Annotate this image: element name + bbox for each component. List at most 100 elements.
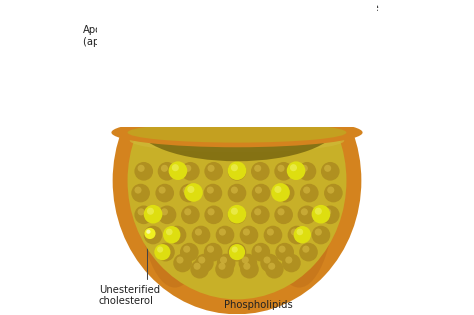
Circle shape <box>299 101 306 108</box>
Circle shape <box>230 83 238 91</box>
Ellipse shape <box>215 92 283 135</box>
Ellipse shape <box>111 118 363 147</box>
Circle shape <box>204 243 222 261</box>
Circle shape <box>217 254 236 272</box>
Circle shape <box>208 79 216 88</box>
Circle shape <box>216 226 234 244</box>
Circle shape <box>173 72 196 96</box>
Circle shape <box>301 165 308 172</box>
Circle shape <box>229 244 245 260</box>
Circle shape <box>230 59 250 79</box>
Circle shape <box>292 73 301 82</box>
Circle shape <box>313 101 329 117</box>
Circle shape <box>267 72 275 80</box>
Circle shape <box>137 208 145 215</box>
Circle shape <box>259 68 266 76</box>
Ellipse shape <box>157 133 166 140</box>
Ellipse shape <box>137 74 212 288</box>
Circle shape <box>178 100 197 118</box>
Circle shape <box>137 165 145 172</box>
Circle shape <box>248 77 257 85</box>
Text: Triglyceride: Triglyceride <box>315 3 379 50</box>
Circle shape <box>324 184 343 202</box>
Circle shape <box>163 226 181 243</box>
Circle shape <box>185 66 193 74</box>
Circle shape <box>204 205 223 224</box>
Circle shape <box>271 183 290 202</box>
Circle shape <box>191 226 210 244</box>
Circle shape <box>174 89 182 97</box>
Circle shape <box>210 60 216 66</box>
Circle shape <box>263 58 279 74</box>
Circle shape <box>292 79 301 88</box>
Circle shape <box>153 59 160 66</box>
Circle shape <box>237 72 244 78</box>
Circle shape <box>143 68 163 88</box>
Circle shape <box>302 68 310 76</box>
Ellipse shape <box>278 132 287 139</box>
Circle shape <box>144 98 163 117</box>
Circle shape <box>269 72 292 96</box>
Ellipse shape <box>128 62 346 299</box>
Circle shape <box>220 256 227 264</box>
Circle shape <box>259 98 266 105</box>
Circle shape <box>293 226 311 243</box>
Circle shape <box>135 205 153 224</box>
Circle shape <box>266 60 272 66</box>
Ellipse shape <box>171 132 180 139</box>
Circle shape <box>285 256 292 264</box>
Circle shape <box>321 162 339 180</box>
Circle shape <box>190 71 200 80</box>
Ellipse shape <box>308 133 317 140</box>
Circle shape <box>157 102 174 119</box>
Circle shape <box>312 81 319 88</box>
Circle shape <box>159 69 184 94</box>
Circle shape <box>277 65 297 85</box>
Circle shape <box>171 83 179 91</box>
Circle shape <box>319 88 325 94</box>
Circle shape <box>305 83 313 91</box>
Circle shape <box>244 60 250 66</box>
Circle shape <box>180 184 198 202</box>
Circle shape <box>269 94 275 100</box>
Circle shape <box>280 68 288 76</box>
Circle shape <box>184 183 203 202</box>
Circle shape <box>267 228 274 236</box>
Circle shape <box>228 162 246 180</box>
Circle shape <box>161 208 168 215</box>
Circle shape <box>191 260 209 278</box>
Circle shape <box>146 93 166 113</box>
Circle shape <box>298 205 316 224</box>
Circle shape <box>131 184 150 202</box>
Circle shape <box>274 205 293 224</box>
Circle shape <box>299 243 318 261</box>
Circle shape <box>255 246 262 253</box>
Circle shape <box>182 63 202 83</box>
Circle shape <box>316 103 322 110</box>
Circle shape <box>155 184 174 202</box>
Circle shape <box>255 66 274 84</box>
Circle shape <box>324 165 331 172</box>
Circle shape <box>146 230 151 234</box>
Circle shape <box>142 83 149 91</box>
Circle shape <box>162 89 170 97</box>
Circle shape <box>288 226 306 244</box>
Ellipse shape <box>113 47 361 314</box>
Circle shape <box>237 97 244 103</box>
Circle shape <box>311 205 330 224</box>
Circle shape <box>251 205 270 224</box>
Circle shape <box>154 94 160 100</box>
Circle shape <box>207 186 214 194</box>
Circle shape <box>150 56 169 75</box>
Circle shape <box>193 263 201 270</box>
Circle shape <box>181 205 200 224</box>
Circle shape <box>228 161 246 180</box>
Circle shape <box>242 256 249 264</box>
Circle shape <box>198 256 205 264</box>
Circle shape <box>243 263 250 270</box>
Circle shape <box>203 72 210 78</box>
Circle shape <box>255 95 274 114</box>
Circle shape <box>138 81 158 100</box>
Circle shape <box>274 186 282 193</box>
Circle shape <box>135 186 142 194</box>
